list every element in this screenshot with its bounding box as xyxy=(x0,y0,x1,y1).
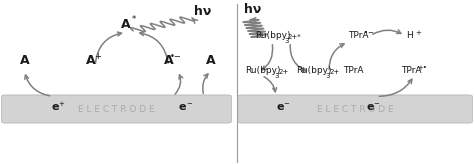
Text: +: + xyxy=(58,101,64,107)
Text: 2+: 2+ xyxy=(329,70,339,75)
FancyArrowPatch shape xyxy=(203,74,208,93)
FancyArrowPatch shape xyxy=(193,19,198,23)
FancyArrowPatch shape xyxy=(175,75,182,94)
FancyArrowPatch shape xyxy=(262,45,273,70)
Text: 2+: 2+ xyxy=(278,70,288,75)
Text: 3: 3 xyxy=(275,73,279,79)
Text: •−: •− xyxy=(364,30,374,36)
FancyArrowPatch shape xyxy=(25,75,50,96)
Text: 3: 3 xyxy=(284,38,289,44)
FancyBboxPatch shape xyxy=(1,95,231,123)
FancyArrowPatch shape xyxy=(252,18,256,21)
FancyArrowPatch shape xyxy=(95,32,121,63)
Text: TPrA: TPrA xyxy=(343,66,364,75)
Text: E L E C T R O D E: E L E C T R O D E xyxy=(78,104,155,113)
Text: 2+*: 2+* xyxy=(288,34,301,40)
FancyArrowPatch shape xyxy=(290,45,306,71)
Text: Ru(bpy): Ru(bpy) xyxy=(296,66,332,75)
Text: E L E C T R O D E: E L E C T R O D E xyxy=(317,104,393,113)
FancyArrowPatch shape xyxy=(379,79,412,96)
Text: e: e xyxy=(179,102,186,112)
Text: A: A xyxy=(206,54,216,67)
FancyArrowPatch shape xyxy=(264,77,276,92)
Text: e: e xyxy=(51,102,59,112)
Text: *: * xyxy=(132,15,136,24)
Text: −: − xyxy=(374,101,379,107)
Text: TPrA: TPrA xyxy=(401,66,422,75)
Text: e: e xyxy=(277,102,284,112)
Text: Ru(bpy): Ru(bpy) xyxy=(246,66,281,75)
Text: A: A xyxy=(86,54,95,67)
Text: A: A xyxy=(19,54,29,67)
Text: e: e xyxy=(366,102,374,112)
Text: +: + xyxy=(415,30,421,36)
Text: hν: hν xyxy=(194,5,212,18)
FancyBboxPatch shape xyxy=(238,95,473,123)
Text: hν: hν xyxy=(244,3,262,16)
Text: −: − xyxy=(186,101,191,107)
Text: Ru(bpy): Ru(bpy) xyxy=(255,31,291,40)
Text: H: H xyxy=(406,31,413,40)
FancyArrowPatch shape xyxy=(329,44,344,70)
Text: −: − xyxy=(283,101,290,107)
Text: TPrA: TPrA xyxy=(348,31,369,40)
Text: +: + xyxy=(94,52,101,61)
Text: A: A xyxy=(121,18,131,31)
Text: A: A xyxy=(164,54,173,67)
Text: •−: •− xyxy=(170,52,182,61)
Text: +•: +• xyxy=(418,65,428,72)
FancyArrowPatch shape xyxy=(373,30,401,34)
Text: 3: 3 xyxy=(326,73,330,79)
FancyArrowPatch shape xyxy=(140,32,168,63)
